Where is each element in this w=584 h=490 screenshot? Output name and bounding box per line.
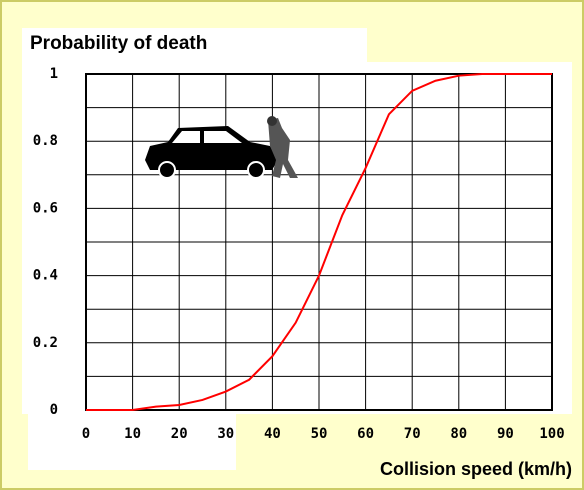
- x-tick-label: 50: [311, 426, 328, 442]
- y-tick-label: 0: [50, 402, 58, 418]
- y-tick-label: 1: [50, 66, 58, 82]
- x-tick-label: 80: [450, 426, 467, 442]
- car-icon: [145, 116, 298, 179]
- x-tick-label: 0: [82, 426, 90, 442]
- x-tick-label: 10: [124, 426, 141, 442]
- y-tick-label: 0.4: [33, 268, 58, 284]
- plot-border: [85, 73, 553, 411]
- panel-bottom: [28, 414, 236, 470]
- y-tick-label: 0.8: [33, 133, 58, 149]
- x-tick-label: 20: [171, 426, 188, 442]
- x-tick-label: 90: [497, 426, 514, 442]
- x-tick-label: 30: [217, 426, 234, 442]
- y-tick-label: 0.6: [33, 200, 58, 216]
- x-tick-label: 60: [357, 426, 374, 442]
- title-box: [22, 28, 367, 62]
- x-axis-label: Collision speed (km/h): [380, 459, 572, 479]
- x-tick-label: 100: [539, 426, 564, 442]
- data-line: [86, 73, 552, 411]
- plot: 00.20.40.60.810 10 20 30 40 50 60 70 80 90 100: [33, 66, 565, 442]
- x-tick-label: 70: [404, 426, 421, 442]
- chart-title: Probability of death: [30, 33, 207, 54]
- y-tick-label: 0.2: [33, 335, 58, 351]
- x-tick-label: 40: [264, 426, 281, 442]
